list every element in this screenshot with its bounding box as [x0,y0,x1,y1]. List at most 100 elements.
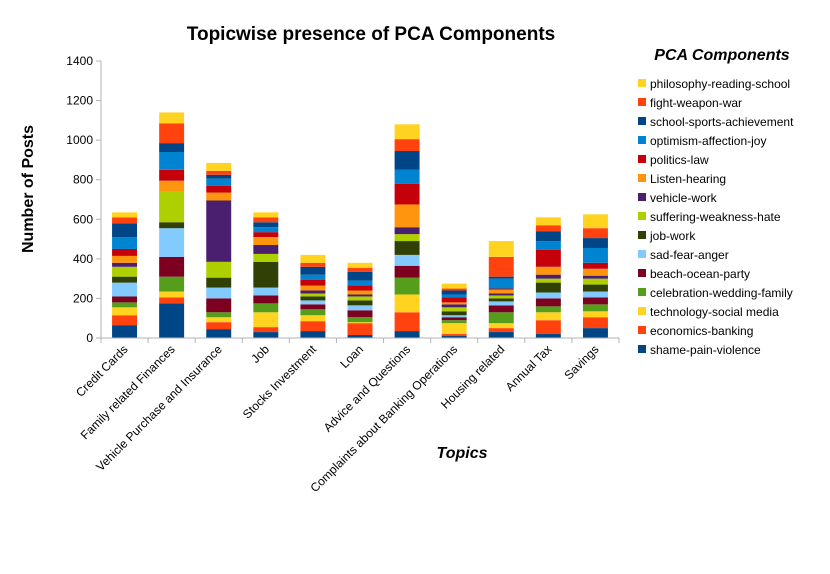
bar-segment-fight-weapon-war [159,123,185,144]
bar-segment-beach-ocean-party [535,298,561,307]
bar-segment-optimism-affection-joy [300,274,326,280]
bar-segment-celebration-wedding-family [159,276,185,292]
bar-segment-technology-social-media [488,323,514,329]
bar-segment-technology-social-media [535,312,561,321]
bar-segment-vehicle-work [206,200,232,262]
bar-segment-job-work [582,284,608,292]
legend-label: optimism-affection-joy [650,134,766,148]
bar-segment-vehicle-work [488,293,514,296]
legend-label: economics-banking [650,324,753,338]
bar-segment-economics-banking [253,327,279,333]
bar-segment-philosophy-reading-school [488,241,514,257]
legend-swatch [638,307,646,315]
bar-segment-suffering-weakness-hate [582,278,608,285]
legend-label: celebration-wedding-family [650,286,793,300]
bar-segment-shame-pain-violence [394,331,420,338]
y-tick-label: 400 [73,252,93,266]
bar-segment-economics-banking [535,320,561,335]
bar-segment-shame-pain-violence [535,334,561,338]
bar-segment-technology-social-media [159,291,185,298]
bar-segment-celebration-wedding-family [441,320,467,324]
bar-segment-sad-fear-anger [159,228,185,257]
bar-segment-vehicle-work [253,245,279,254]
legend-swatch [638,269,646,277]
bar-segment-job-work [347,300,373,306]
bar-segment-philosophy-reading-school [300,254,326,263]
bar-segment-politics-law [112,248,138,256]
bar-segment-celebration-wedding-family [300,309,326,316]
bar-segment-economics-banking [441,334,467,337]
bar-segment-technology-social-media [441,323,467,335]
bar-segment-technology-social-media [582,311,608,318]
x-category-label: Family related Finances [78,342,178,442]
legend-swatch [638,193,646,201]
bar-segment-technology-social-media [206,317,232,323]
legend-label: job-work [649,229,696,243]
legend-label: sad-fear-anger [650,248,729,262]
bar-segment-school-sports-achievement [253,222,279,228]
legend: philosophy-reading-school fight-weapon-wa… [638,77,794,357]
bar-segment-sad-fear-anger [488,301,514,306]
y-tick-label: 1400 [66,54,93,68]
bar-segment-shame-pain-violence [159,303,185,338]
bar-segment-beach-ocean-party [394,265,420,278]
bar-segment-technology-social-media [300,315,326,322]
bar-segment-fight-weapon-war [300,262,326,267]
bar-segment-technology-social-media [112,307,138,316]
bar-segment-shame-pain-violence [441,336,467,338]
bar-segment-beach-ocean-party [112,296,138,303]
bar-segment-job-work [159,222,185,229]
bar-segment-job-work [441,311,467,316]
bar-segment-sad-fear-anger [582,291,608,298]
bar-segment-listen-hearing [347,290,373,295]
bar-segment-economics-banking [488,328,514,333]
bar-segment-optimism-affection-joy [394,169,420,184]
legend-label: vehicle-work [650,191,718,205]
bar-segment-shame-pain-violence [253,332,279,338]
bar-segment-vehicle-work [347,294,373,297]
bar-segment-school-sports-achievement [394,151,420,170]
bar-segment-beach-ocean-party [488,305,514,313]
bar-segment-job-work [112,276,138,283]
bar-segment-vehicle-work [441,304,467,308]
bar-segment-job-work [300,296,326,301]
bar-segment-celebration-wedding-family [394,277,420,295]
bar-segment-beach-ocean-party [253,295,279,304]
legend-swatch [638,79,646,87]
bar-segment-philosophy-reading-school [535,217,561,226]
legend-swatch [638,98,646,106]
legend-swatch [638,136,646,144]
x-category-label: Annual Tax [503,342,555,394]
bar-segment-celebration-wedding-family [253,303,279,313]
bar-segment-optimism-affection-joy [535,241,561,250]
bar-segment-economics-banking [582,317,608,329]
bar-segment-celebration-wedding-family [347,317,373,323]
bar-segment-philosophy-reading-school [582,214,608,229]
bar-segment-politics-law [488,288,514,290]
legend-swatch [638,212,646,220]
bar-segment-politics-law [394,183,420,205]
bar-segment-fight-weapon-war [112,217,138,224]
bar-segment-economics-banking [206,322,232,330]
y-tick-label: 200 [73,291,93,305]
bar-segment-politics-law [347,285,373,291]
chart-title: Topicwise presence of PCA Components [187,24,555,45]
bar-segment-shame-pain-violence [488,332,514,338]
bar-segment-philosophy-reading-school [253,212,279,218]
bar-segment-fight-weapon-war [394,139,420,152]
bar-segment-suffering-weakness-hate [159,191,185,223]
bar-segment-fight-weapon-war [582,228,608,239]
y-tick-label: 800 [73,173,93,187]
bar-segment-economics-banking [159,297,185,304]
bar-segment-politics-law [300,279,326,286]
bar-segment-sad-fear-anger [394,254,420,266]
bar-segment-optimism-affection-joy [488,278,514,289]
bar-segment-celebration-wedding-family [582,304,608,312]
bar-segment-optimism-affection-joy [253,227,279,233]
bar-segment-sad-fear-anger [253,287,279,296]
legend-swatch [638,231,646,239]
y-tick-label: 1200 [66,94,93,108]
bar-segment-fight-weapon-war [441,288,467,291]
axes [100,61,620,343]
